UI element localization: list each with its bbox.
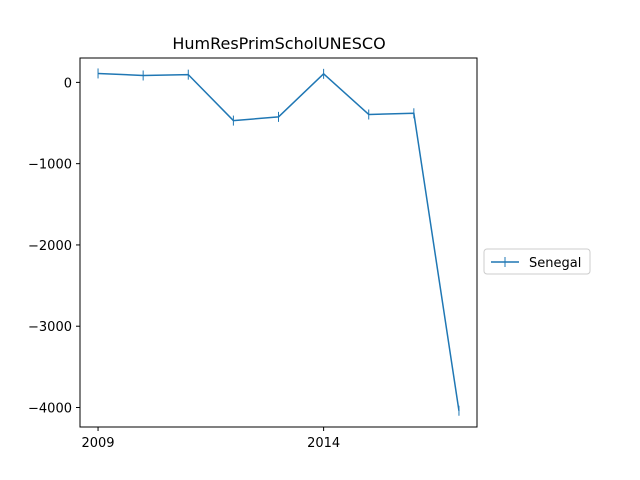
x-tick-label: 2009 [81, 436, 114, 451]
legend: Senegal [483, 248, 591, 275]
series-line-senegal [98, 72, 460, 411]
x-tick-label: 2014 [307, 436, 340, 451]
y-tick-label: −2000 [28, 239, 72, 254]
y-tick-label: −3000 [28, 320, 72, 335]
y-axis: 0 −1000 −2000 −3000 −4000 [28, 76, 80, 416]
y-tick-label: −1000 [28, 158, 72, 173]
x-axis: 2009 2014 [81, 427, 340, 451]
chart-title: HumResPrimScholUNESCO [172, 34, 385, 53]
y-tick-label: −4000 [28, 401, 72, 416]
plot-frame [79, 57, 478, 428]
y-tick-label: 0 [64, 76, 72, 91]
legend-box [483, 248, 591, 275]
series-layer [97, 68, 460, 416]
legend-label-senegal: Senegal [529, 256, 581, 271]
